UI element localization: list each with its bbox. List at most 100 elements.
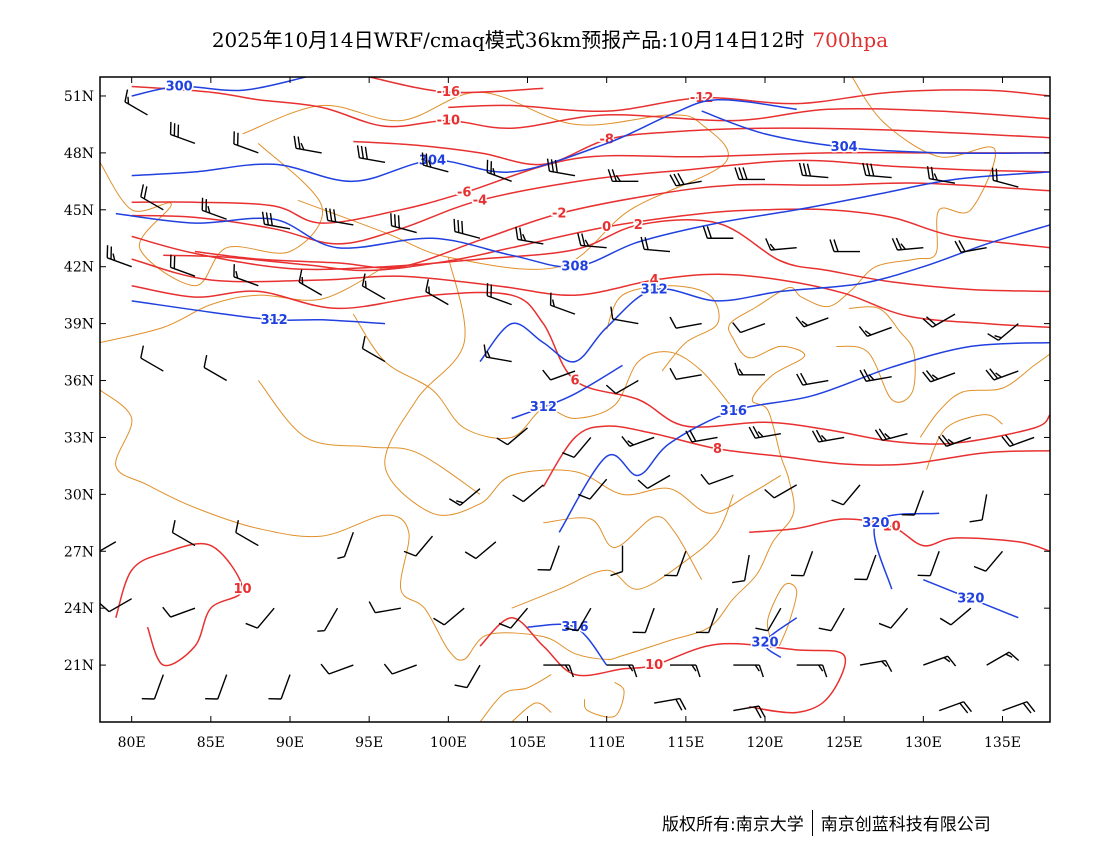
wind-barb: [901, 490, 924, 516]
lat-tick-label: 39N: [64, 317, 94, 333]
wind-barb: [325, 207, 354, 226]
temperature-contour-label: 2: [634, 218, 643, 233]
temperature-contour-label: 10: [645, 658, 663, 673]
temperature-contour-line: [131, 159, 1050, 245]
wind-barb: [543, 664, 574, 678]
wind-barb: [100, 541, 117, 552]
wind-barb: [973, 550, 1004, 572]
wind-barb: [732, 322, 766, 334]
wind-barb: [891, 237, 924, 251]
lon-tick-label: 135E: [984, 735, 1021, 751]
temperature-contour-label: -2: [552, 207, 566, 222]
wind-barb: [702, 226, 734, 239]
wind-barb: [201, 197, 227, 220]
border-line: [766, 583, 798, 647]
wind-barb: [858, 325, 892, 337]
temperature-contours: -16 -12 -10 -8 -6-4 -2 0 2 4 6 8 10 10 10: [115, 77, 1050, 714]
wind-barb: [233, 264, 259, 287]
lat-tick-label: 24N: [64, 601, 94, 617]
wind-barb: [100, 598, 133, 613]
height-contour-line: [558, 341, 1050, 533]
border-line: [926, 414, 1003, 470]
wind-barb: [124, 89, 148, 116]
wind-barb: [233, 131, 259, 154]
wind-barb: [664, 551, 687, 577]
wind-barb: [448, 488, 481, 506]
wind-barb: [261, 211, 291, 230]
wind-barb: [577, 478, 608, 500]
wind-barb: [610, 306, 639, 325]
wind-barb: [695, 607, 719, 634]
temperature-contour-line: [749, 518, 1050, 553]
wind-barb: [926, 166, 956, 184]
wind-barb: [790, 551, 814, 577]
wind-barb: [654, 697, 687, 711]
wind-barb: [203, 354, 228, 382]
height-contour-line: [115, 171, 1050, 268]
wind-barb: [464, 541, 497, 560]
wind-barb: [917, 551, 940, 577]
height-contour-label: 312: [261, 313, 288, 328]
height-contour-label: 300: [166, 79, 193, 94]
wind-barb: [733, 664, 764, 678]
wind-barb: [454, 664, 481, 689]
chart-title-main: 2025年10月14日WRF/cmaq模式36km预报产品:10月14日12时: [211, 28, 805, 52]
wind-barb: [498, 607, 529, 629]
plot-frame: [99, 76, 1051, 723]
wind-barbs: [100, 89, 1036, 719]
temperature-contour-label: 0: [602, 220, 611, 235]
border-line: [100, 143, 323, 287]
temperature-contour-line: [131, 85, 1050, 129]
border-line: [511, 494, 734, 609]
height-contour-line: [527, 623, 608, 666]
wind-barb: [565, 607, 592, 632]
wind-barb: [140, 345, 164, 372]
wind-barb: [496, 427, 528, 446]
wind-barb: [637, 474, 671, 489]
wind-barb: [577, 233, 607, 249]
wind-barb: [954, 240, 987, 253]
wind-barb: [140, 184, 164, 211]
wind-barb: [293, 135, 322, 154]
lon-tick-label: 95E: [355, 735, 383, 751]
pressure-level-label: 700hpa: [812, 28, 889, 52]
lat-tick-label: 51N: [64, 89, 94, 105]
height-contour-line: [131, 99, 797, 183]
wind-barb: [831, 484, 861, 506]
lat-tick-label: 45N: [64, 203, 94, 219]
lat-tick-label: 36N: [64, 374, 94, 390]
wind-barb: [537, 545, 560, 571]
height-contour-line: [131, 77, 306, 97]
border-line: [257, 380, 481, 495]
temperature-contour-line: [131, 284, 1050, 445]
wind-barb: [764, 484, 798, 499]
wind-barb: [162, 606, 196, 618]
wind-barb: [549, 292, 576, 315]
lon-tick-label: 120E: [747, 735, 784, 751]
wind-barb: [878, 607, 909, 629]
wind-barb: [939, 607, 972, 626]
height-contour-line: [131, 300, 386, 325]
border-line: [100, 266, 386, 344]
temperature-contour-line: [448, 89, 1050, 113]
wind-barb: [923, 655, 957, 667]
wind-barb: [235, 520, 259, 547]
border-line: [242, 91, 729, 270]
wind-barb: [796, 372, 829, 386]
wind-barb: [483, 344, 512, 363]
lon-tick-label: 110E: [588, 735, 625, 751]
wind-barb: [512, 484, 544, 503]
temperature-contour-line: [353, 127, 1050, 166]
wind-barb: [356, 145, 386, 164]
wind-barb: [922, 370, 956, 383]
wind-barb: [486, 283, 512, 306]
height-contour-line: [764, 617, 798, 659]
height-contour-label: 320: [862, 516, 889, 531]
lon-tick-label: 80E: [118, 735, 146, 751]
lat-tick-label: 30N: [64, 487, 94, 503]
axes: 80E 85E 90E 95E 100E 105E 110E 115E 120E 125E 130E…: [64, 77, 1050, 751]
wind-barb: [361, 273, 386, 300]
wind-barb: [670, 664, 701, 678]
wind-barb: [986, 651, 1020, 666]
temperature-contour-label: 8: [713, 442, 722, 457]
